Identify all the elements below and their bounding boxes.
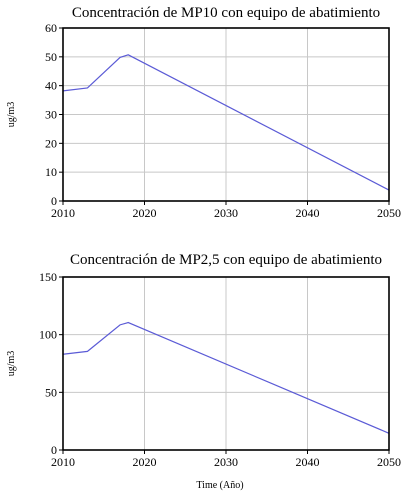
chart-1-title: Concentración de MP10 con equipo de abat… [72,5,380,21]
chart-2-ytick-label-150: 150 [39,270,57,284]
chart-1-xtick-label-2030: 2030 [214,206,238,220]
chart-2-series-line-1 [62,321,390,434]
chart-1-ytick-label-0: 0 [51,194,57,208]
chart-1-ytick-label-10: 10 [45,165,57,179]
chart-1-xtick-label-2010: 2010 [51,206,75,220]
chart-1-xtick-label-2050: 2050 [377,206,401,220]
chart-1-xtick-label-2040: 2040 [296,206,320,220]
chart-2-title: Concentración de MP2,5 con equipo de aba… [70,252,382,268]
chart-2-xtick-label-2020: 2020 [133,455,157,469]
chart-1-ytick-label-60: 60 [45,21,57,35]
chart-1-ylabel: ug/m3 [6,102,17,128]
chart-2-xtick-label-2010: 2010 [51,455,75,469]
chart-1-ytick-label-40: 40 [45,79,57,93]
chart-2-xtick-label-2040: 2040 [296,455,320,469]
chart-1-ytick-label-50: 50 [45,50,57,64]
chart-2-ylabel: ug/m3 [6,351,17,377]
chart-2-xlabel: Time (Año) [196,480,243,491]
chart-2-xtick-label-2050: 2050 [377,455,401,469]
chart-1-ytick-label-20: 20 [45,136,57,150]
chart-1-xtick-label-2020: 2020 [133,206,157,220]
chart-2-ytick-label-0: 0 [51,443,57,457]
chart-2-xtick-label-2030: 2030 [214,455,238,469]
chart-2-ytick-label-50: 50 [45,385,57,399]
chart-1-ytick-label-30: 30 [45,108,57,122]
chart-1-series-line-1 [62,54,390,191]
chart-2-ytick-label-100: 100 [39,328,57,342]
